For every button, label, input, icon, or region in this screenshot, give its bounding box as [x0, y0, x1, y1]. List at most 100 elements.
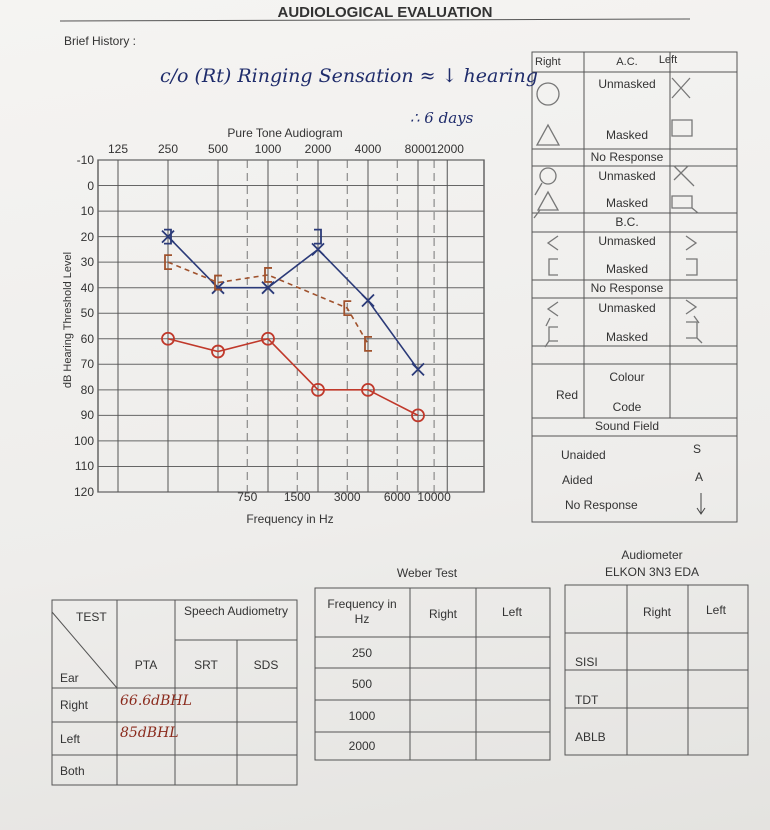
y-tick-label: 20 [80, 229, 94, 244]
x-tick-label: 1500 [283, 490, 311, 504]
data-point [364, 335, 372, 352]
table-header: Speech Audiometry [183, 604, 289, 618]
table-title: Weber Test [396, 566, 458, 580]
data-point [314, 228, 322, 245]
legend-row: Aided [562, 473, 593, 487]
data-point [411, 408, 425, 423]
legend-icon [673, 165, 695, 187]
table-cell: 1000 [348, 709, 376, 723]
data-point [161, 229, 175, 244]
y-tick-label: 70 [80, 357, 94, 372]
x-tick-label: 750 [237, 490, 258, 504]
table-cell: ABLB [575, 730, 606, 744]
legend-icon [536, 82, 560, 106]
y-axis-label: dB Hearing Threshold Level [62, 251, 74, 389]
legend-row: Masked [605, 196, 649, 210]
x-tick-label: 4000 [354, 142, 382, 156]
legend-row: Unmasked [598, 301, 656, 315]
table-cell: Left [60, 732, 81, 746]
diagonal [51, 611, 118, 689]
x-tick-label: 6000 [383, 490, 411, 504]
table-header: Left [705, 603, 726, 617]
y-tick-label: 50 [80, 306, 94, 321]
table-cell: 250 [351, 646, 373, 660]
legend-row: Colour [609, 370, 645, 384]
data-point [261, 331, 275, 346]
y-tick-label: 110 [74, 459, 94, 474]
audiometer-model: ELKON 3N3 EDA [604, 565, 700, 579]
table-cell: 2000 [348, 739, 376, 753]
y-tick-label: 30 [80, 255, 94, 270]
data-point [164, 228, 172, 245]
legend-icon [671, 77, 691, 99]
weber-table [314, 587, 551, 761]
data-point [161, 331, 175, 346]
table-cell: Both [60, 764, 85, 778]
legend-icon [535, 123, 561, 146]
table-header: Left [501, 605, 522, 619]
table-header: SRT [194, 658, 218, 672]
duration-note: ∴ 6 days [410, 109, 474, 127]
legend-icon [534, 167, 557, 196]
table-header: TEST [76, 610, 107, 624]
table-cell: 500 [351, 677, 373, 691]
x-tick-label: 10000 [417, 490, 451, 504]
legend-header: Right [535, 56, 561, 68]
x-axis-label: Frequency in Hz [246, 512, 334, 526]
data-point [311, 242, 325, 257]
data-point [214, 274, 222, 291]
audiogram-frame [97, 159, 485, 493]
legend-icon [548, 258, 558, 276]
y-tick-label: 40 [80, 280, 94, 295]
table-cell: SISI [575, 655, 598, 669]
table-header: SDS [253, 658, 279, 672]
y-tick-label: 120 [73, 485, 94, 499]
x-tick-label: 2000 [304, 142, 332, 156]
legend-row: Red [556, 388, 579, 402]
series-line [167, 337, 419, 417]
y-tick-label: 0 [87, 178, 94, 193]
y-tick-label: 10 [80, 204, 94, 219]
legend-row: Sound Field [594, 419, 660, 433]
data-point [311, 382, 325, 397]
x-tick-label: 125 [107, 142, 129, 156]
legend-row: Unmasked [598, 169, 656, 183]
x-tick-label: 500 [207, 142, 229, 156]
data-point [361, 293, 375, 308]
audiometer-label: Audiometer [621, 548, 683, 562]
y-tick-label: 60 [80, 331, 94, 346]
y-tick-label: 100 [73, 433, 94, 448]
legend-icon [671, 195, 699, 214]
legend-icon [545, 301, 559, 327]
data-point [164, 254, 172, 271]
x-tick-label: 8000 [404, 142, 432, 156]
legend-icon [685, 299, 700, 324]
legend-icon [686, 258, 698, 276]
legend-row: Masked [605, 262, 649, 276]
legend-row: No Response [565, 498, 638, 512]
legend-icon [686, 321, 703, 344]
table-cell: Right [60, 698, 89, 712]
legend-row: Unaided [561, 448, 606, 462]
handwritten-value: 66.6dBHL [120, 693, 192, 709]
x-tick-label: 12000 [430, 142, 464, 156]
legend-row: Unmasked [598, 234, 656, 248]
header-rule [59, 18, 691, 22]
legend-row: No Response [590, 150, 664, 164]
data-point [211, 281, 225, 295]
data-point [211, 344, 225, 359]
table-header: Right [428, 607, 457, 621]
legend-icon [685, 235, 698, 251]
table-header: Right [642, 605, 671, 619]
legend-row: A [695, 470, 704, 484]
legend-row: Masked [605, 330, 649, 344]
y-tick-label: 80 [80, 382, 94, 397]
history-note: c/o (Rt) Ringing Sensation ≈ ↓ hearing [160, 65, 538, 87]
legend-icon [533, 190, 560, 219]
y-tick-label: 90 [80, 408, 94, 423]
data-point [264, 267, 272, 283]
legend-row: S [693, 442, 702, 456]
audiogram-title: Pure Tone Audiogram [227, 126, 343, 140]
